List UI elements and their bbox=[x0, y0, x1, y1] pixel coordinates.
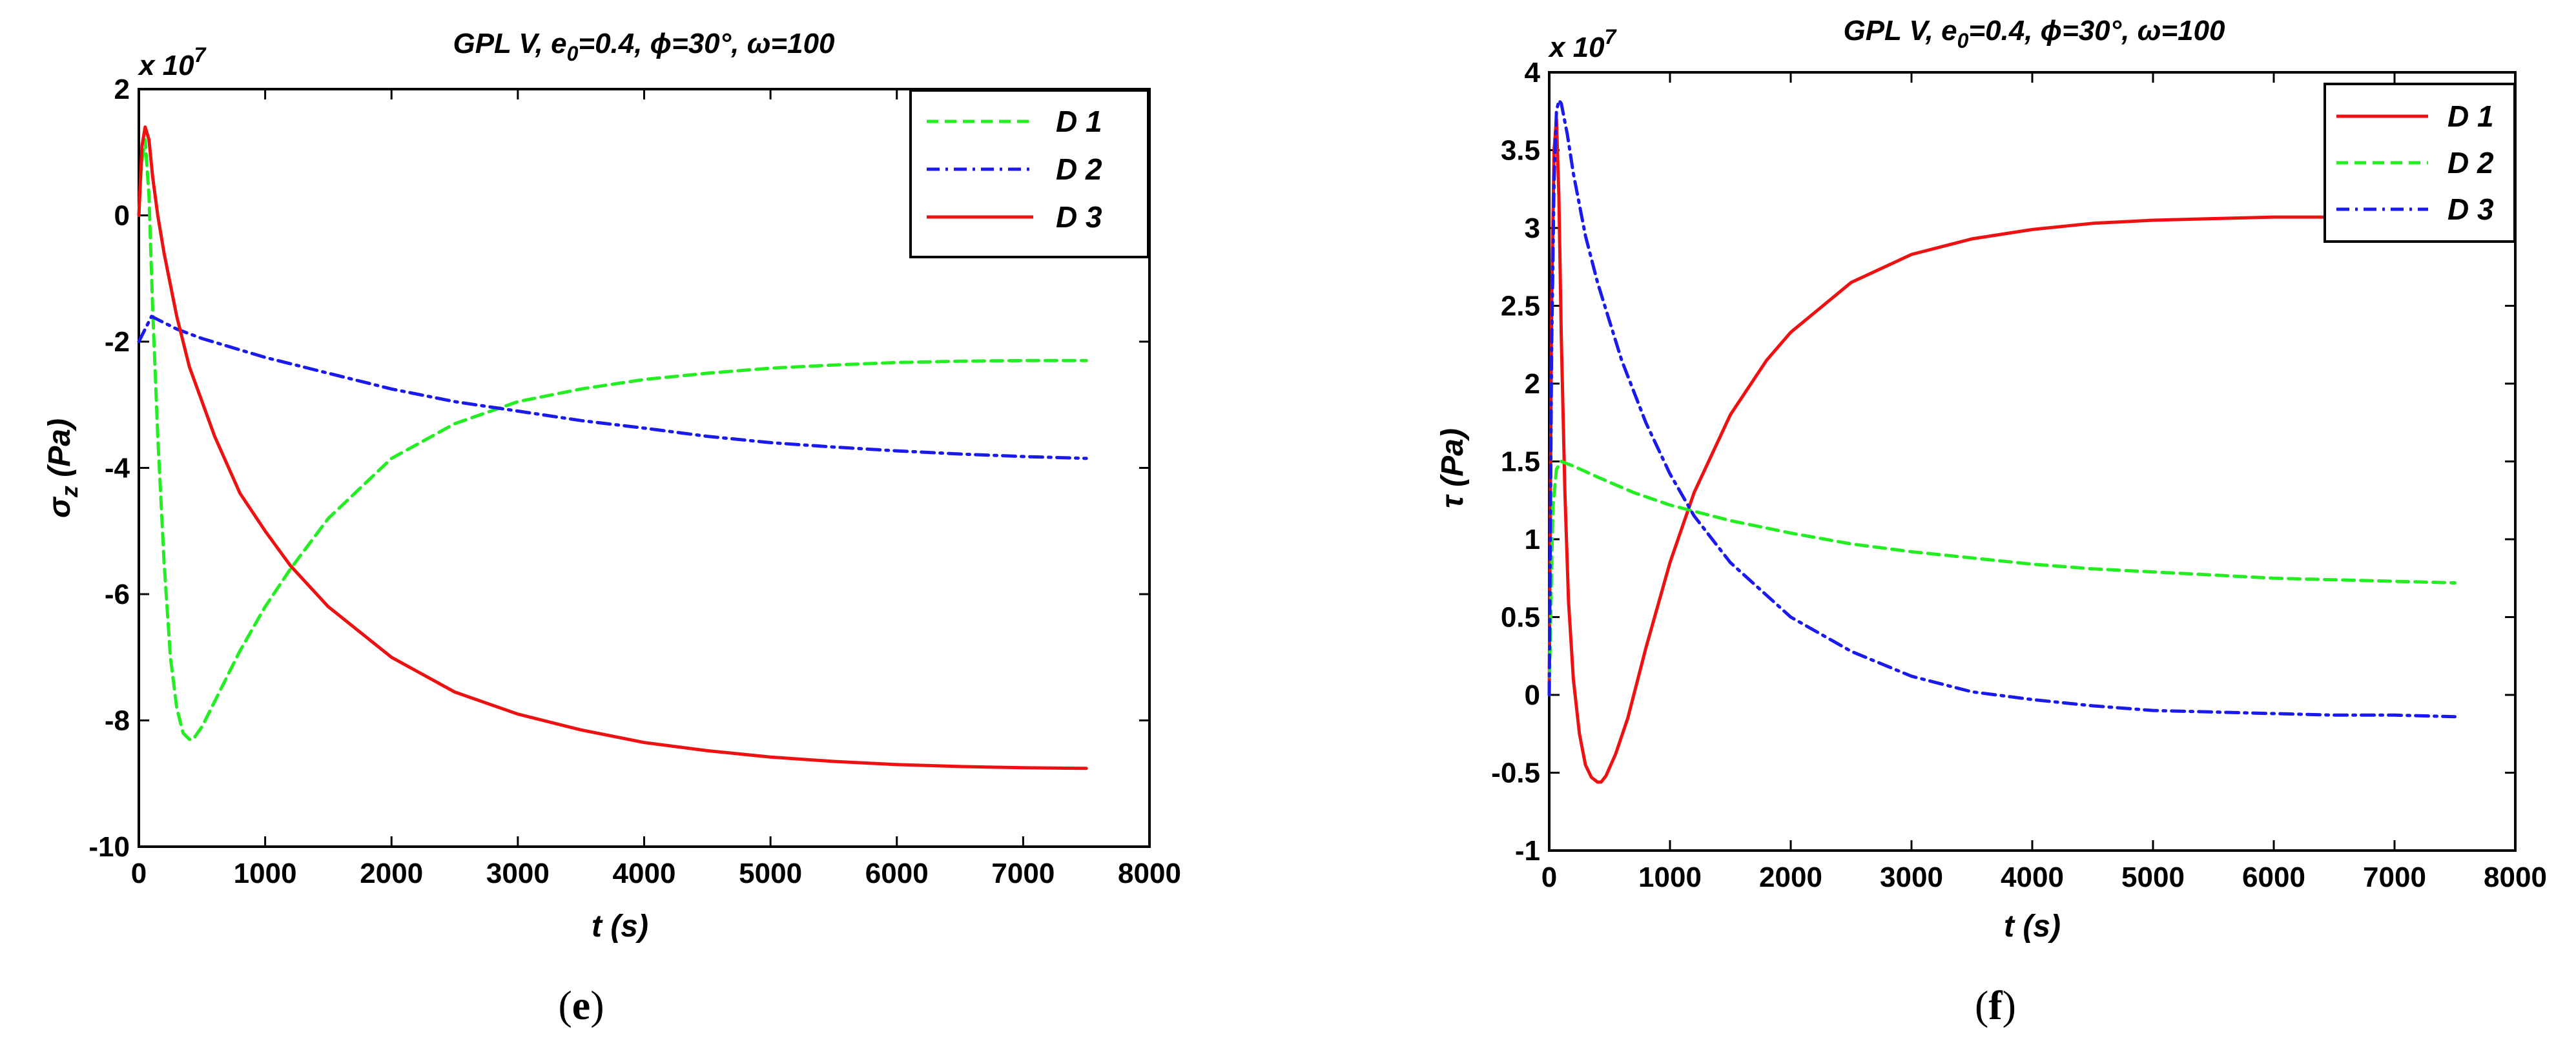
y-axis-label-e-main: σ bbox=[43, 496, 77, 518]
legend-e: D 1 D 2 D 3 bbox=[909, 89, 1149, 258]
x-tick-label-e: 8000 bbox=[1118, 858, 1181, 889]
x-tick-label-f: 3000 bbox=[1880, 862, 1943, 893]
chart-title-e: GPL V, e0=0.4, ϕ=30°, ω=100 bbox=[453, 28, 835, 65]
y-tick-label-e: 2 bbox=[114, 74, 130, 105]
x-tick-label-f: 0 bbox=[1541, 862, 1557, 893]
legend-items-f: D 1 D 2 D 3 bbox=[2336, 99, 2494, 226]
x-tick-label-e: 1000 bbox=[234, 858, 297, 889]
series-line-e-3 bbox=[137, 125, 1088, 770]
x-axis-label-f: t (s) bbox=[2004, 909, 2061, 944]
y-tick-label-f: 2 bbox=[1525, 368, 1540, 400]
legend-label-f-2: D 2 bbox=[2447, 146, 2494, 180]
legend-label-f-1: D 1 bbox=[2447, 99, 2494, 133]
series-group-e bbox=[137, 125, 1088, 770]
caption-f-open: ( bbox=[1975, 982, 1988, 1028]
multiplier-f-exp: 7 bbox=[1605, 25, 1618, 48]
legend-label-e-2: D 2 bbox=[1056, 152, 1102, 186]
legend-label-e-1: D 1 bbox=[1056, 105, 1102, 138]
chart-e: 0 1000 2000 3000 4000 5000 6000 7000 8000 -10 -8 -6… bbox=[43, 28, 1181, 1028]
multiplier-e-exp: 7 bbox=[194, 43, 207, 67]
y-axis-label-e: σz (Pa) bbox=[43, 418, 83, 518]
x-tick-label-e: 6000 bbox=[865, 858, 929, 889]
y-tick-label-f: 3.5 bbox=[1501, 135, 1540, 167]
x-tick-label-f: 6000 bbox=[2242, 862, 2305, 893]
multiplier-f-base: x 10 bbox=[1548, 32, 1605, 63]
y-tick-label-e: -6 bbox=[105, 579, 130, 610]
ticks-f: 0 1000 2000 3000 4000 5000 6000 7000 8000 -1 -0.5 0… bbox=[1491, 57, 2547, 893]
x-tick-label-f: 4000 bbox=[2001, 862, 2064, 893]
chart-title-f-sub: 0 bbox=[1957, 29, 1969, 52]
multiplier-e: x 107 bbox=[138, 43, 207, 81]
x-tick-label-e: 5000 bbox=[739, 858, 802, 889]
series-line-f-1 bbox=[1547, 117, 2457, 784]
y-tick-label-f: 2.5 bbox=[1501, 291, 1540, 322]
y-tick-label-f: -1 bbox=[1515, 835, 1540, 867]
y-axis-label-f: τ (Pa) bbox=[1436, 428, 1470, 508]
legend-box-e bbox=[909, 89, 1149, 258]
x-tick-label-e: 7000 bbox=[991, 858, 1055, 889]
x-tick-label-f: 7000 bbox=[2363, 862, 2426, 893]
y-tick-label-e: -8 bbox=[105, 705, 130, 737]
series-line-e-1 bbox=[137, 138, 1088, 741]
x-axis-label-e: t (s) bbox=[592, 909, 648, 944]
y-tick-label-f: 1 bbox=[1525, 524, 1540, 555]
x-tick-label-f: 1000 bbox=[1638, 862, 1702, 893]
y-tick-label-f: 0.5 bbox=[1501, 602, 1540, 634]
y-tick-label-f: 0 bbox=[1525, 679, 1540, 711]
y-tick-label-e: -2 bbox=[105, 326, 130, 358]
legend-items-e: D 1 D 2 D 3 bbox=[927, 105, 1102, 234]
caption-e-open: ( bbox=[558, 982, 572, 1028]
legend-f: D 1 D 2 D 3 bbox=[2324, 83, 2516, 243]
multiplier-f: x 107 bbox=[1548, 25, 1618, 63]
caption-e-letter: e bbox=[572, 982, 590, 1028]
x-tick-label-f: 8000 bbox=[2484, 862, 2547, 893]
x-tick-label-e: 0 bbox=[131, 858, 147, 889]
x-tick-label-e: 3000 bbox=[486, 858, 550, 889]
x-tick-label-e: 2000 bbox=[360, 858, 423, 889]
y-tick-label-e: -10 bbox=[88, 831, 130, 863]
series-line-e-2 bbox=[137, 315, 1088, 460]
y-tick-label-f: 3 bbox=[1525, 212, 1540, 244]
y-tick-label-f: 1.5 bbox=[1501, 446, 1540, 478]
x-tick-label-e: 4000 bbox=[613, 858, 676, 889]
multiplier-e-base: x 10 bbox=[138, 50, 194, 81]
ticks-e: 0 1000 2000 3000 4000 5000 6000 7000 8000 -10 -8 -6… bbox=[88, 74, 1181, 889]
y-tick-label-f: 4 bbox=[1525, 57, 1541, 88]
chart-title-e-pre: GPL V, e bbox=[453, 28, 566, 59]
chart-title-f: GPL V, e0=0.4, ϕ=30°, ω=100 bbox=[1843, 15, 2225, 52]
x-tick-label-f: 5000 bbox=[2121, 862, 2185, 893]
series-line-f-2 bbox=[1547, 460, 2457, 697]
chart-f: 0 1000 2000 3000 4000 5000 6000 7000 8000 -1 -0.5 0… bbox=[1436, 15, 2547, 1028]
y-axis-label-e-sub: z bbox=[56, 486, 83, 498]
caption-f-letter: f bbox=[1988, 982, 2003, 1028]
chart-title-e-sub: 0 bbox=[567, 42, 579, 65]
y-tick-label-f: -0.5 bbox=[1491, 758, 1540, 789]
series-group-f bbox=[1547, 98, 2457, 784]
series-line-f-3 bbox=[1547, 98, 2457, 719]
caption-e-close: ) bbox=[590, 982, 604, 1028]
y-axis-label-e-rest: (Pa) bbox=[43, 418, 77, 486]
caption-e: (e) bbox=[558, 982, 604, 1028]
chart-title-f-post: =0.4, ϕ=30°, ω=100 bbox=[1968, 15, 2225, 46]
y-tick-label-e: 0 bbox=[114, 200, 130, 232]
chart-title-f-pre: GPL V, e bbox=[1843, 15, 1957, 46]
legend-label-f-3: D 3 bbox=[2447, 192, 2494, 226]
legend-label-e-3: D 3 bbox=[1056, 200, 1102, 234]
chart-title-e-post: =0.4, ϕ=30°, ω=100 bbox=[578, 28, 835, 59]
x-tick-label-f: 2000 bbox=[1759, 862, 1822, 893]
caption-f-close: ) bbox=[2003, 982, 2016, 1028]
caption-f: (f) bbox=[1975, 982, 2016, 1028]
y-tick-label-e: -4 bbox=[105, 453, 130, 484]
